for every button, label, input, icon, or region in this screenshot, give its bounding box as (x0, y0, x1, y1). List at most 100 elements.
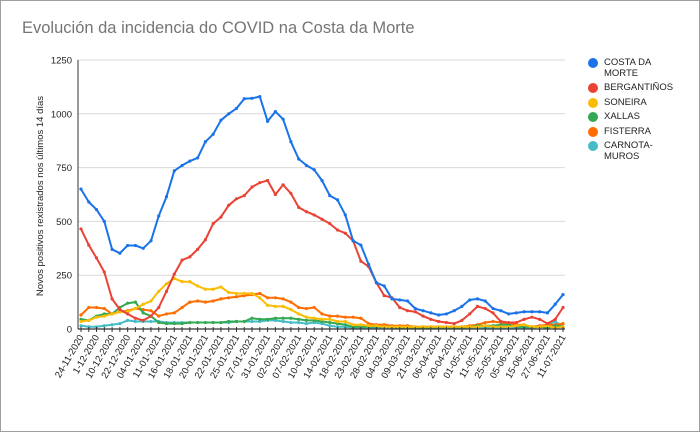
data-point (234, 197, 239, 201)
data-point (343, 319, 347, 324)
data-point (320, 317, 324, 321)
data-point (328, 324, 332, 328)
data-point (133, 243, 138, 248)
data-point (281, 297, 285, 301)
data-point (196, 320, 200, 325)
data-point (265, 178, 270, 183)
data-point (382, 325, 386, 329)
data-point (522, 317, 526, 321)
data-point (110, 247, 114, 251)
data-point (196, 284, 200, 288)
data-point (530, 325, 534, 329)
data-point (335, 319, 340, 324)
data-point (227, 290, 231, 295)
data-point (133, 319, 138, 324)
y-tick-label: 250 (56, 271, 72, 282)
data-point (172, 272, 176, 276)
data-point (452, 322, 456, 326)
data-point (320, 178, 324, 183)
legend-item[interactable]: CARNOTA-MUROS (588, 140, 698, 162)
data-point (273, 296, 277, 300)
data-point (429, 317, 433, 321)
data-point (429, 311, 433, 315)
data-point (180, 305, 184, 310)
data-point (265, 317, 270, 321)
data-point (499, 309, 503, 313)
data-point (203, 300, 207, 304)
data-point (157, 214, 161, 218)
data-point (304, 210, 309, 214)
data-point (149, 309, 153, 313)
data-point (211, 221, 215, 226)
data-point (110, 312, 114, 316)
data-point (444, 312, 448, 316)
data-point (258, 296, 262, 300)
data-point (289, 316, 293, 320)
data-point (374, 324, 379, 328)
data-point (133, 316, 138, 320)
y-tick-label: 0 (67, 325, 72, 336)
data-point (164, 195, 169, 199)
data-point (460, 318, 464, 322)
data-point (359, 243, 363, 247)
data-point (157, 305, 161, 310)
data-point (468, 325, 472, 329)
data-point (281, 304, 285, 309)
legend-label: COSTA DA MORTE (604, 57, 651, 79)
data-point (335, 325, 340, 329)
data-point (141, 311, 145, 315)
data-point (87, 243, 91, 247)
data-point (164, 312, 169, 316)
data-point (367, 262, 371, 267)
data-point (157, 320, 161, 325)
data-point (227, 112, 231, 116)
data-point (359, 259, 363, 263)
data-point (149, 239, 153, 243)
data-point (491, 311, 495, 315)
data-point (289, 191, 293, 196)
series-berganti-os (79, 178, 565, 326)
data-point (351, 315, 355, 319)
data-point (297, 317, 301, 321)
legend-item[interactable]: FISTERRA (588, 126, 698, 138)
data-point (522, 310, 526, 314)
data-point (281, 316, 285, 320)
legend-item[interactable]: BERGANTIÑOS (588, 82, 698, 94)
data-point (180, 322, 184, 326)
legend-item[interactable]: SONEIRA (588, 97, 698, 109)
legend-item[interactable]: COSTA DA MORTE (588, 57, 698, 79)
data-point (87, 200, 91, 204)
data-series (79, 94, 565, 330)
data-point (242, 319, 246, 324)
data-point (188, 255, 192, 259)
data-point (506, 312, 511, 316)
data-point (343, 323, 347, 327)
data-point (211, 132, 215, 136)
data-point (172, 311, 176, 315)
data-point (242, 97, 246, 101)
data-point (94, 305, 99, 310)
data-point (328, 193, 332, 198)
data-point (444, 325, 448, 329)
data-point (219, 215, 223, 219)
data-point (312, 316, 316, 320)
data-point (149, 299, 153, 303)
legend-dot-icon (588, 141, 598, 151)
data-point (452, 325, 456, 329)
legend-item[interactable]: XALLAS (588, 111, 698, 123)
data-point (196, 247, 200, 251)
data-point (421, 314, 425, 318)
data-point (203, 140, 207, 144)
data-point (413, 310, 417, 314)
data-point (304, 318, 309, 322)
data-point (164, 289, 169, 293)
data-point (102, 306, 106, 311)
data-point (250, 185, 254, 189)
data-point (475, 325, 480, 329)
data-point (133, 306, 138, 311)
data-point (382, 284, 386, 288)
data-point (499, 325, 503, 329)
data-point (79, 227, 83, 231)
data-point (335, 228, 340, 232)
